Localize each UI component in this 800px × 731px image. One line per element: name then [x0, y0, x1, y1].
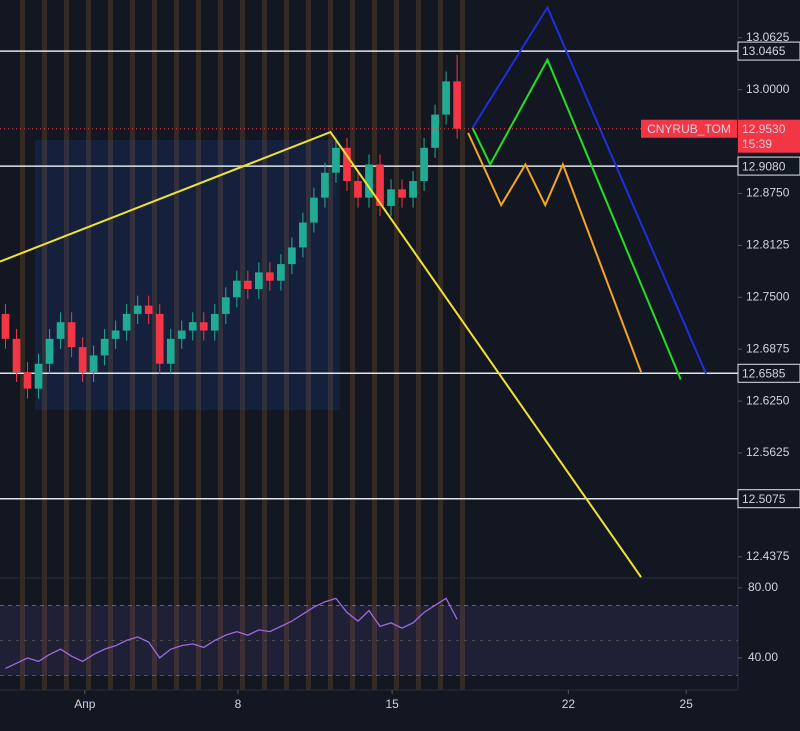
candle-body [133, 305, 142, 314]
x-tick-label: 22 [562, 697, 576, 711]
level-label: 12.5075 [742, 492, 786, 506]
session-stripe [394, 0, 399, 690]
candle-body [1, 313, 10, 339]
last-price-box [738, 119, 800, 153]
candle-body [177, 330, 186, 339]
symbol-label: CNYRUB_TOM [647, 122, 731, 136]
y-tick-label: 12.6875 [746, 341, 790, 355]
candle-body [266, 272, 274, 281]
trend-drawing [0, 130, 642, 578]
candle-body [387, 189, 395, 206]
candle-body [166, 338, 175, 364]
candle-body [431, 114, 439, 148]
last-price-label: 12.9530 [742, 122, 786, 136]
session-stripe [174, 0, 179, 690]
rsi-line [5, 597, 458, 670]
candle-body [23, 372, 32, 389]
candle-body [442, 81, 450, 115]
session-stripe [20, 0, 25, 690]
session-stripe [218, 0, 223, 690]
session-stripe [350, 0, 355, 690]
candle-body [354, 181, 362, 198]
level-label-box [737, 363, 800, 383]
session-stripe [42, 0, 47, 690]
session-stripe [460, 0, 465, 690]
candle-body [453, 81, 461, 129]
candle-body [78, 347, 87, 373]
session-stripe [438, 0, 443, 690]
rsi-tick-label: 80.00 [748, 580, 778, 594]
session-stripe [64, 0, 69, 690]
level-label: 12.9080 [742, 159, 786, 173]
candle-body [420, 147, 428, 182]
candle-body [232, 280, 241, 298]
candle-body [409, 181, 417, 198]
y-tick-label: 12.4375 [746, 549, 790, 563]
candle-body [343, 147, 351, 182]
level-label-box [737, 41, 800, 61]
symbol-box [641, 119, 737, 138]
candle-body [188, 322, 197, 331]
rsi-tick-label: 40.00 [748, 650, 778, 664]
y-tick-label: 12.8125 [746, 238, 790, 252]
candle-body [277, 264, 285, 281]
countdown: 15:39 [742, 137, 772, 151]
x-tick-label: Апр [74, 697, 96, 711]
candle-body [89, 355, 98, 373]
session-stripe [416, 0, 421, 690]
x-tick-label: 25 [680, 697, 694, 711]
y-tick-label: 12.7500 [746, 289, 790, 303]
candle-body [398, 189, 406, 198]
candle-body [221, 297, 230, 314]
candle-body [144, 305, 153, 314]
candle-body [199, 322, 208, 331]
session-stripe [86, 0, 91, 690]
candle-body [321, 172, 329, 198]
candle-body [111, 330, 120, 339]
x-tick-label: 15 [385, 697, 399, 711]
candle-body [288, 247, 296, 265]
level-label: 12.6585 [742, 366, 786, 380]
trend-drawing [471, 5, 707, 375]
level-label: 13.0465 [742, 44, 786, 58]
y-tick-label: 12.5625 [746, 445, 790, 459]
candle-body [122, 313, 131, 331]
candle-body [254, 272, 263, 289]
candle-body [376, 164, 384, 206]
session-stripe [328, 0, 333, 690]
candle-body [34, 363, 43, 389]
session-stripe [306, 0, 311, 690]
session-stripe [196, 0, 201, 690]
candle-body [56, 322, 65, 339]
session-stripe [372, 0, 377, 690]
y-tick-label: 12.6250 [746, 393, 790, 407]
level-label-box [737, 489, 800, 509]
candle-body [243, 280, 252, 289]
candle-body [299, 222, 307, 248]
y-tick-label: 13.0000 [746, 82, 790, 96]
candle-body [100, 338, 109, 356]
trend-drawing [467, 132, 643, 373]
candle-body [45, 338, 54, 364]
session-stripe [108, 0, 113, 690]
session-stripe [130, 0, 135, 690]
session-stripe [262, 0, 267, 690]
candle-body [12, 338, 21, 373]
session-stripe [284, 0, 289, 690]
session-stripe [240, 0, 245, 690]
x-tick-label: 8 [235, 697, 242, 711]
trend-drawing [471, 57, 682, 380]
candle-body [365, 164, 373, 198]
candle-body [155, 313, 164, 364]
candle-body [67, 322, 76, 348]
session-separators [20, 0, 465, 690]
candle-body [310, 197, 318, 223]
level-label-box [737, 156, 800, 176]
candle-body [332, 147, 340, 173]
session-stripe [152, 0, 157, 690]
y-tick-label: 12.8750 [746, 186, 790, 200]
candle-body [210, 313, 219, 331]
y-tick-label: 13.0625 [746, 30, 790, 44]
